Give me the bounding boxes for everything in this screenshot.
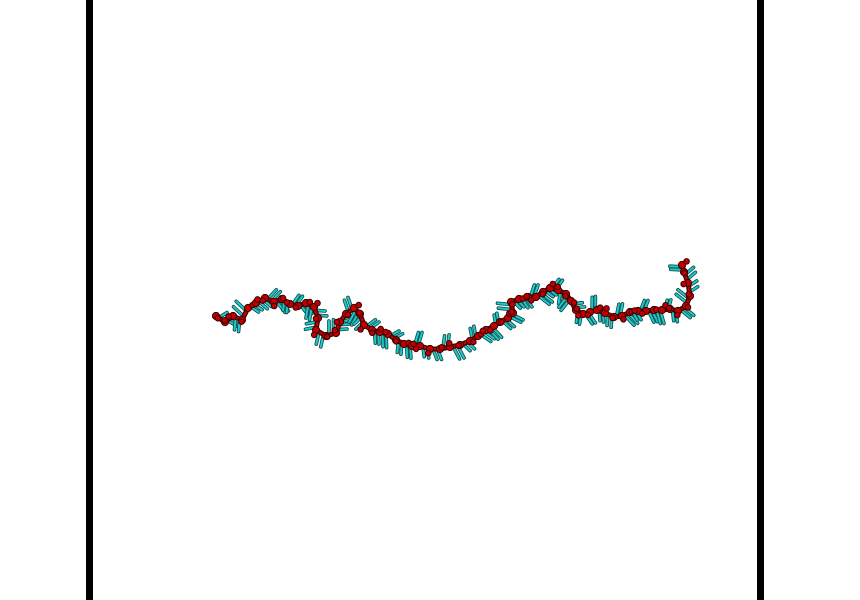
backbone-atom bbox=[382, 328, 389, 336]
backbone-atom bbox=[356, 309, 363, 317]
backbone-atom bbox=[479, 327, 487, 335]
backbone-atom bbox=[410, 340, 417, 348]
backbone-atom bbox=[657, 305, 667, 315]
backbone-atoms bbox=[211, 258, 695, 357]
backbone-atom bbox=[523, 292, 530, 300]
backbone-atom bbox=[584, 311, 592, 319]
backbone-atom bbox=[680, 280, 687, 288]
backbone-atom bbox=[259, 297, 267, 304]
backbone-atom bbox=[498, 318, 505, 326]
backbone-atom bbox=[306, 298, 314, 306]
backbone-atom bbox=[539, 290, 547, 298]
backbone-atom bbox=[549, 280, 557, 288]
backbone-atom bbox=[677, 260, 687, 270]
backbone-atom bbox=[314, 299, 321, 307]
backbone-atom bbox=[531, 292, 541, 302]
backbone-atom bbox=[292, 304, 299, 311]
backbone-atom bbox=[685, 291, 692, 298]
backbone-atom bbox=[214, 314, 222, 322]
frame-right-border bbox=[757, 0, 764, 600]
backbone-atom bbox=[681, 269, 688, 277]
backbone-atom bbox=[684, 304, 692, 311]
backbone-atom bbox=[455, 342, 462, 349]
backbone-atom bbox=[323, 333, 331, 341]
backbone-atom bbox=[279, 294, 287, 302]
backbone-atom bbox=[527, 297, 535, 304]
backbone-atom bbox=[609, 314, 616, 322]
frame-left-border bbox=[86, 0, 93, 600]
backbone-atom bbox=[331, 326, 339, 334]
backbone-atom bbox=[573, 305, 580, 313]
backbone-atom bbox=[425, 349, 432, 357]
backbone-atom bbox=[283, 299, 291, 306]
backbone-atom bbox=[377, 325, 384, 333]
backbone-atom bbox=[603, 305, 610, 312]
backbone-atom bbox=[509, 300, 516, 308]
backbone-atom bbox=[357, 326, 364, 333]
backbone-atom bbox=[445, 339, 453, 347]
backbone-atom bbox=[638, 310, 646, 317]
backbone-atom bbox=[355, 301, 362, 309]
backbone-atom bbox=[392, 338, 400, 345]
backbone-atom bbox=[683, 258, 690, 265]
backbone-atom bbox=[470, 338, 477, 346]
backbone-atom bbox=[225, 313, 232, 320]
backbone-atom bbox=[554, 283, 561, 291]
backbone-atom bbox=[596, 304, 604, 311]
backbone-atom bbox=[310, 331, 318, 339]
backbone-atom bbox=[238, 318, 245, 325]
backbone-atom bbox=[508, 308, 515, 316]
backbone-atom bbox=[665, 304, 673, 312]
backbone-atom bbox=[570, 299, 578, 306]
backbone-atom bbox=[368, 329, 376, 337]
backbone-atom bbox=[674, 311, 681, 319]
backbone-atom bbox=[412, 345, 420, 353]
backbone-atom bbox=[562, 292, 569, 300]
backbone-atom bbox=[631, 307, 638, 314]
backbone-atom bbox=[438, 343, 445, 351]
backbone-atom bbox=[254, 296, 261, 303]
backbone-atom bbox=[487, 327, 494, 334]
backbone-atom bbox=[344, 311, 352, 319]
backbone-atom bbox=[620, 315, 627, 323]
backbone-atom bbox=[221, 317, 228, 324]
backbone-atom bbox=[333, 318, 341, 326]
backbone-atom bbox=[575, 312, 582, 319]
backbone-atom bbox=[312, 315, 320, 322]
backbone-atom bbox=[270, 302, 278, 310]
